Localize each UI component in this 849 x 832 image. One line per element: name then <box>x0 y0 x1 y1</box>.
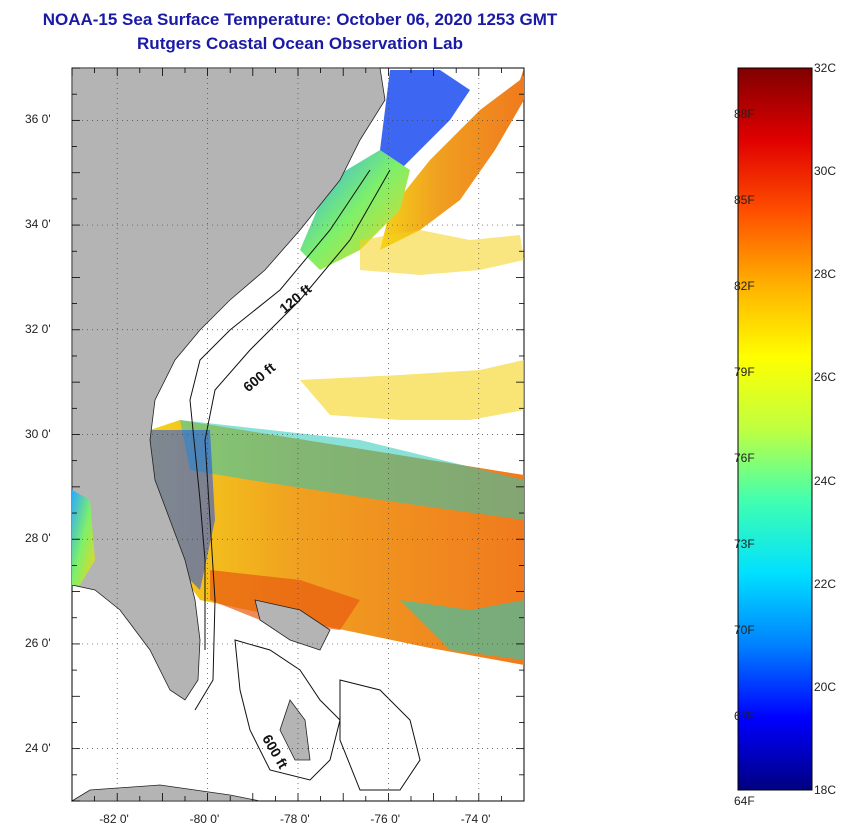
lat-label: 36 0' <box>25 112 51 127</box>
cuba <box>70 784 261 802</box>
cold-shelf-water <box>380 70 470 170</box>
lat-label: 32 0' <box>25 321 51 336</box>
lon-label: -74 0' <box>460 812 491 826</box>
sst-map: 120 ft 600 ft 600 ft 36 0' 34 0' 32 0' 30 0' 2… <box>25 67 525 826</box>
celsius-label: 32C <box>814 61 837 75</box>
mid-patch <box>300 360 524 420</box>
andros-island <box>279 699 311 761</box>
title-line-1: NOAA-15 Sea Surface Temperature: October… <box>42 10 558 29</box>
lon-label: -76 0' <box>370 812 401 826</box>
color-scale-bar <box>737 67 813 791</box>
lon-label: -80 0' <box>189 812 220 826</box>
lat-label: 24 0' <box>25 740 51 755</box>
title-line-2: Rutgers Coastal Ocean Observation Lab <box>137 34 463 53</box>
contour-bahamas-1 <box>234 639 341 781</box>
fahrenheit-label: 82F <box>734 278 755 293</box>
fahrenheit-label: 79F <box>734 364 755 379</box>
fahrenheit-label: 76F <box>734 450 755 465</box>
nearshore-cold <box>150 430 215 590</box>
warm-patch <box>360 230 524 275</box>
contour-600ft <box>194 169 391 711</box>
lat-label: 30 0' <box>25 426 51 441</box>
lon-label: -78 0' <box>280 812 310 826</box>
celsius-label: 28C <box>814 267 837 282</box>
fahrenheit-label: 88F <box>734 106 755 121</box>
celsius-label: 24C <box>814 473 837 488</box>
grand-bahama <box>254 599 331 651</box>
nearshore-water <box>300 150 410 270</box>
contour-bahamas-2 <box>339 679 421 791</box>
contour-120ft <box>189 169 371 650</box>
fahrenheit-label: 70F <box>734 622 755 637</box>
celsius-label: 26C <box>814 370 837 385</box>
south-cool-patch <box>400 600 524 660</box>
fahrenheit-label: 85F <box>734 192 755 207</box>
fahrenheit-label: 64F <box>734 794 755 809</box>
fahrenheit-label: 73F <box>734 536 755 551</box>
fahrenheit-label: 67F <box>734 708 755 723</box>
lon-label: -82 0' <box>99 812 129 826</box>
celsius-label: 18C <box>814 783 837 797</box>
gulf-water <box>72 490 95 585</box>
celsius-label: 20C <box>814 679 837 694</box>
celsius-label: 22C <box>814 576 837 591</box>
map-ticks <box>71 67 525 802</box>
lat-label: 34 0' <box>25 217 51 232</box>
lat-label: 28 0' <box>25 531 51 546</box>
celsius-label: 30C <box>814 164 837 179</box>
hot-patch <box>210 570 360 630</box>
cool-band <box>180 420 524 520</box>
gulf-stream-north <box>380 68 524 250</box>
us-landmass <box>71 67 386 701</box>
map-gridlines <box>72 68 524 801</box>
color-scale-gradient <box>737 67 813 791</box>
lat-label: 26 0' <box>25 635 51 650</box>
